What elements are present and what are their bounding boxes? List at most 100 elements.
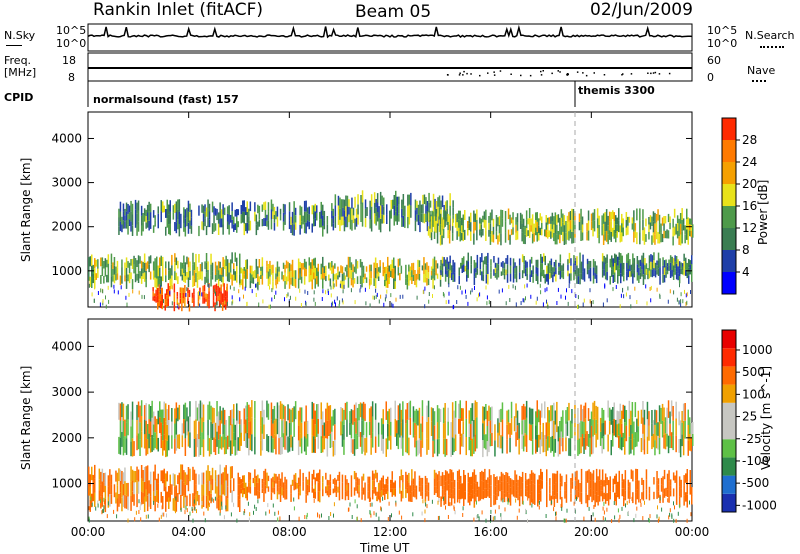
data-cell [127,482,129,497]
data-cell [656,471,658,481]
data-cell [205,272,208,283]
data-cell [664,230,667,239]
data-cell [223,424,226,440]
data-cell [255,293,257,297]
data-cell [210,493,212,504]
data-cell [284,297,285,302]
data-cell [302,481,304,491]
data-cell [198,291,199,296]
data-cell [555,511,557,516]
data-cell [656,265,658,270]
data-cell [145,279,147,288]
data-cell [592,259,595,268]
data-cell [305,200,307,212]
nave-dot [459,72,461,74]
data-cell [184,227,187,237]
data-cell [149,484,152,497]
data-cell [493,494,495,506]
data-cell [163,417,165,435]
data-cell [653,252,655,261]
data-cell [201,402,203,418]
data-cell [590,440,593,455]
data-cell [269,276,271,285]
data-cell [248,517,250,522]
data-cell [148,404,150,419]
data-cell [152,296,154,301]
data-cell [444,481,447,493]
data-cell [184,472,187,485]
data-cell [560,294,562,299]
data-cell [468,223,470,231]
data-cell [207,208,209,218]
data-cell [317,491,319,502]
data-cell [470,484,472,494]
data-cell [316,267,318,276]
data-cell [145,466,147,478]
data-cell [359,402,362,418]
data-cell [566,223,569,232]
data-cell [236,403,238,421]
data-cell [124,494,126,509]
data-cell [101,266,104,276]
data-cell [436,474,439,482]
data-cell [334,205,337,217]
data-cell [371,401,374,417]
data-cell [540,272,542,282]
data-cell [505,488,507,497]
data-cell [219,511,221,516]
data-cell [313,419,315,437]
data-cell [408,492,410,502]
data-cell [116,260,119,268]
nave-dot [551,72,553,75]
data-cell [682,299,684,304]
data-cell [420,477,422,487]
data-cell [659,496,661,501]
data-cell [458,219,460,228]
data-cell [615,484,617,495]
data-cell [201,417,203,433]
data-cell [208,401,211,420]
data-cell [594,494,596,507]
data-cell [322,482,324,490]
colorbar-tick-label: 500 [742,365,765,379]
data-cell [511,487,513,495]
data-cell [600,479,602,486]
data-cell [148,220,150,231]
data-cell [105,295,106,300]
data-cell [498,289,500,294]
data-cell [497,480,500,486]
data-cell [211,497,213,502]
data-cell [574,213,576,222]
data-cell [220,218,223,228]
data-cell [166,209,168,219]
data-cell [261,275,264,285]
data-cell [226,221,229,230]
data-cell [433,223,436,232]
data-cell [521,493,524,505]
data-cell [320,436,322,453]
data-cell [125,422,128,439]
data-cell [675,223,677,235]
data-cell [158,299,160,307]
nave-dot [529,74,532,77]
data-cell [249,472,252,480]
data-cell [237,472,239,485]
data-cell [322,256,324,268]
data-cell [94,285,96,290]
data-cell [319,514,321,519]
data-cell [354,300,356,305]
data-cell [625,212,628,220]
data-cell [281,437,283,455]
data-cell [381,205,383,215]
data-cell [556,470,559,482]
data-cell [521,405,523,421]
data-cell [300,214,303,222]
data-cell [683,495,685,506]
data-cell [190,209,193,218]
data-cell [201,221,203,230]
data-cell [121,224,123,233]
data-cell [660,223,662,233]
data-cell [157,287,159,296]
data-cell [516,222,519,231]
